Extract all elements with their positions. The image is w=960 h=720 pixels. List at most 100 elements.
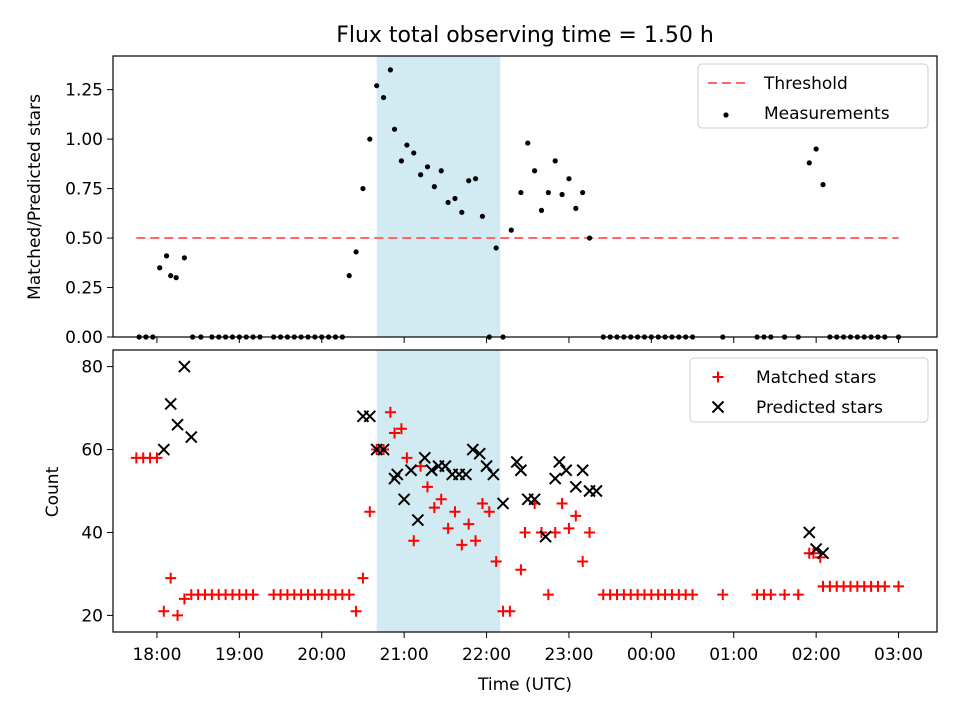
top-y-tick-label: 0.50: [65, 229, 103, 249]
matched-star-point: [542, 589, 554, 601]
predicted-star-point: [391, 468, 404, 481]
top-y-axis-label: Matched/Predicted stars: [25, 94, 45, 300]
measurement-point: [552, 158, 558, 164]
matched-star-point: [408, 535, 420, 547]
matched-star-point: [519, 526, 531, 538]
top-legend-box: [697, 63, 929, 129]
legend-predicted-swatch: [711, 400, 725, 414]
legend-measurement-swatch: [723, 112, 729, 118]
measurement-point: [418, 172, 424, 178]
matched-star-point: [247, 589, 259, 601]
matched-star-point: [389, 427, 401, 439]
predicted-star-point: [178, 360, 191, 373]
predicted-star-point: [590, 484, 603, 498]
x-tick-label: 01:00: [709, 645, 758, 665]
matched-star-point: [556, 497, 568, 509]
predicted-star-point: [459, 468, 473, 481]
matched-star-point: [577, 556, 589, 567]
measurement-point: [466, 178, 472, 184]
matched-star-point: [584, 526, 596, 538]
x-tick-label: 02:00: [792, 645, 841, 665]
matched-star-point: [158, 605, 170, 617]
predicted-star-point: [539, 530, 552, 543]
measurement-point: [157, 265, 163, 271]
predicted-star-point: [157, 443, 171, 456]
top-highlight-span: [376, 56, 501, 337]
bottom-plot-frame: [112, 349, 938, 633]
bottom-highlight-span: [376, 350, 501, 632]
measurement-point: [411, 150, 417, 156]
measurement-point: [346, 273, 352, 279]
top-y-tick-label: 0.25: [65, 279, 103, 299]
measurement-point: [168, 273, 174, 279]
x-tick-label: 00:00: [627, 645, 676, 665]
x-tick-label: 18:00: [132, 645, 181, 665]
matched-star-point: [384, 406, 396, 418]
bottom-x-axis-label: Time (UTC): [477, 675, 572, 695]
measurement-point: [559, 191, 565, 198]
bottom-legend-box: [689, 357, 929, 423]
predicted-star-point: [510, 455, 523, 469]
legend-matched-swatch: [712, 371, 724, 383]
measurement-point: [404, 142, 410, 148]
matched-star-point: [165, 572, 177, 584]
measurement-point: [586, 235, 593, 241]
measurement-point: [525, 140, 531, 146]
measurement-point: [445, 199, 451, 206]
matched-star-point: [350, 605, 362, 617]
measurement-point: [472, 176, 479, 182]
bottom-y-tick-label: 80: [81, 358, 103, 378]
predicted-star-point: [569, 480, 583, 494]
matched-star-point: [717, 589, 729, 601]
measurement-point: [424, 164, 431, 170]
measurement-point: [398, 158, 404, 164]
matched-star-point: [395, 423, 407, 435]
measurement-point: [538, 207, 545, 213]
measurement-point: [493, 245, 499, 251]
measurement-point: [580, 189, 586, 196]
matched-star-point: [401, 452, 413, 464]
predicted-star-point: [418, 451, 431, 465]
top-y-tick-label: 1.25: [65, 81, 103, 101]
predicted-star-point: [171, 418, 184, 431]
matched-star-point: [476, 497, 488, 509]
legend-label: Threshold: [763, 74, 848, 94]
measurement-point: [573, 205, 579, 211]
predicted-star-point: [803, 526, 816, 539]
matched-star-point: [515, 564, 527, 576]
matched-star-point: [563, 522, 575, 534]
predicted-star-point: [809, 542, 823, 556]
bottom-legend: Matched stars Predicted stars: [689, 357, 929, 423]
predicted-star-point: [553, 455, 566, 469]
predicted-star-point: [496, 497, 510, 510]
x-tick-label: 20:00: [297, 645, 346, 665]
measurement-point: [452, 195, 458, 202]
matched-star-point: [442, 522, 454, 534]
predicted-star-point: [425, 464, 438, 477]
top-y-tick-label: 0.00: [65, 328, 103, 348]
matched-star-point: [765, 589, 777, 601]
matched-star-point: [449, 506, 461, 518]
predicted-star-point: [514, 464, 528, 477]
matched-star-point: [357, 572, 369, 584]
matched-star-point: [456, 539, 468, 551]
top-plot: Flux total observing time = 1.50 h Match…: [25, 23, 938, 348]
predicted-star-point: [480, 459, 493, 473]
measurement-point: [360, 185, 366, 192]
bottom-y-tick-label: 60: [81, 441, 103, 461]
matched-star-point: [470, 535, 482, 547]
legend-label: Matched stars: [756, 368, 876, 388]
matched-star-point: [549, 526, 561, 538]
matched-star-point: [178, 593, 190, 605]
measurement-point: [374, 83, 380, 89]
predicted-star-point: [466, 443, 480, 456]
top-plot-frame: [112, 55, 938, 338]
matched-star-point: [364, 506, 376, 518]
predicted-star-point: [473, 447, 486, 460]
bottom-y-tick-label: 40: [81, 523, 103, 543]
bottom-plot: Count Time (UTC) 20 40 60 80 18:00 19:00 20:00…: [43, 349, 938, 695]
matched-star-point: [151, 452, 163, 464]
measurement-point: [545, 189, 551, 196]
predicted-star-point: [549, 472, 562, 485]
